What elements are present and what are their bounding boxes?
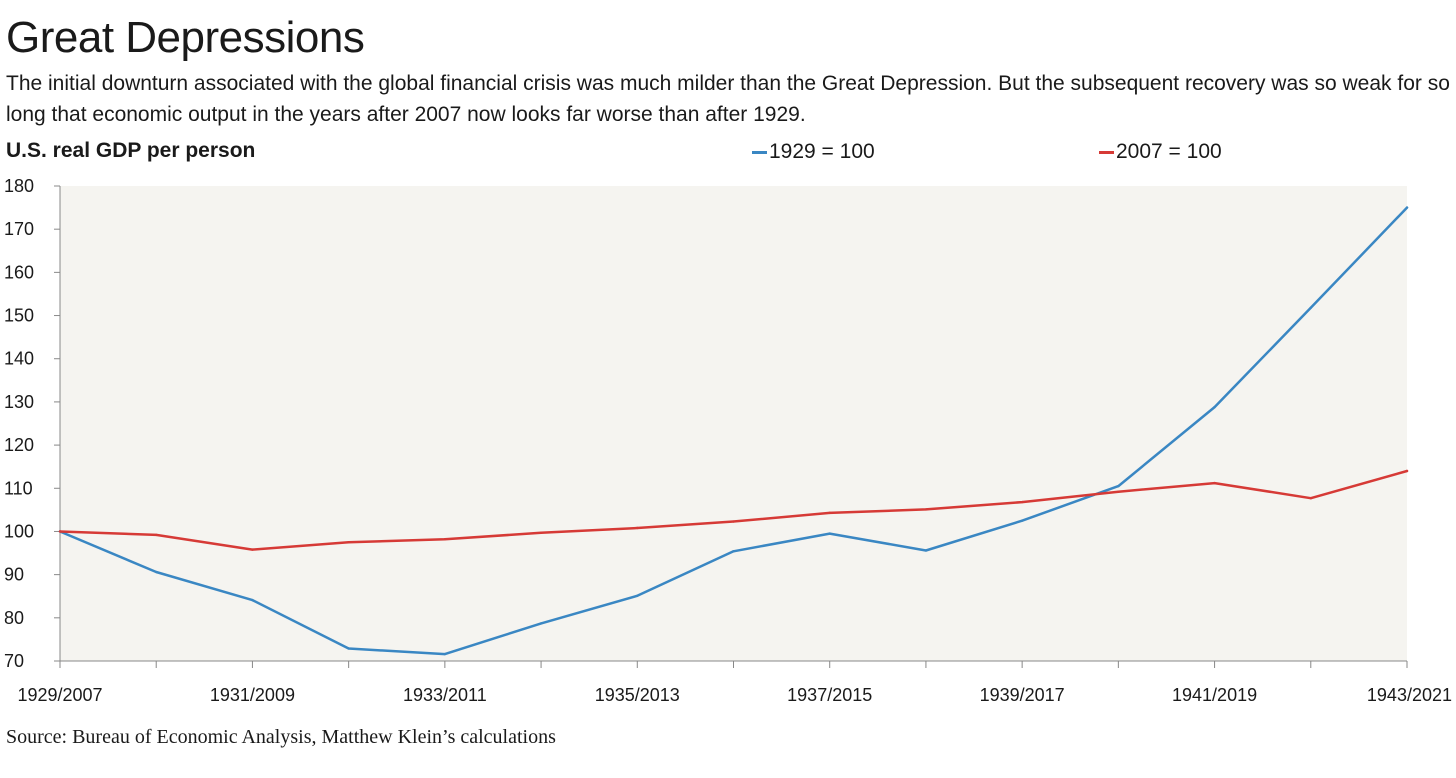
data-point-1929 <box>1213 405 1216 409</box>
series-layer <box>58 206 1409 656</box>
plot-background <box>60 186 1407 661</box>
data-point-2007 <box>1020 500 1024 504</box>
data-point-1929 <box>828 532 831 535</box>
data-point-2007 <box>636 526 639 530</box>
y-tick-label: 90 <box>4 565 24 585</box>
data-point-2007 <box>1213 481 1216 485</box>
x-tick-label: 1931/2009 <box>210 685 295 705</box>
y-tick-label: 110 <box>4 478 33 498</box>
x-tick-label: 1935/2013 <box>595 685 680 705</box>
data-point-2007 <box>828 511 831 515</box>
x-tick-label: 1933/2011 <box>403 685 487 705</box>
data-point-2007 <box>443 538 447 541</box>
chart-title: Great Depressions <box>6 13 365 62</box>
data-point-1929 <box>347 647 350 650</box>
y-tick-label: 80 <box>4 608 24 628</box>
data-point-1929 <box>1117 484 1120 488</box>
y-tick-label: 150 <box>4 306 34 326</box>
y-tick-label: 70 <box>4 651 24 671</box>
data-point-1929 <box>732 550 735 553</box>
data-point-1929 <box>636 594 639 597</box>
y-axis-label: U.S. real GDP per person <box>6 139 256 162</box>
legend-swatch-2007 <box>1099 150 1114 154</box>
data-point-2007 <box>1117 490 1120 493</box>
legend-label-2007: 2007 = 100 <box>1116 140 1222 163</box>
y-tick-label: 120 <box>4 435 34 455</box>
legend-swatch-1929 <box>752 150 767 154</box>
y-axis: 70 80 90 100 110 120 130 140 150 160 170 180 <box>4 176 61 671</box>
data-point-2007 <box>539 531 543 534</box>
data-point-1929 <box>155 570 158 574</box>
x-tick-label: 1943/2021 <box>1367 685 1452 705</box>
data-point-1929 <box>924 549 928 552</box>
data-point-2007 <box>732 520 735 523</box>
legend-item-2007: 2007 = 100 <box>1099 138 1222 166</box>
source-note: Source: Bureau of Economic Analysis, Mat… <box>6 726 556 748</box>
data-point-1929 <box>539 622 543 625</box>
data-point-2007 <box>58 530 62 533</box>
y-tick-label: 180 <box>4 176 34 196</box>
chart-subtitle: The initial downturn associated with the… <box>6 72 1450 126</box>
data-point-1929 <box>443 652 447 656</box>
data-point-1929 <box>251 598 254 602</box>
data-point-2007 <box>347 541 350 544</box>
data-point-2007 <box>155 533 158 537</box>
y-tick-label: 140 <box>4 349 34 369</box>
data-point-1929 <box>1020 519 1024 522</box>
y-tick-label: 130 <box>4 392 34 412</box>
data-point-1929 <box>1309 306 1312 309</box>
x-axis: 1929/2007 1931/2009 1933/2011 1935/2013 1937… <box>17 660 1452 705</box>
y-tick-label: 100 <box>4 521 34 541</box>
x-tick-label: 1941/2019 <box>1172 685 1257 705</box>
x-tick-label: 1929/2007 <box>17 685 102 705</box>
x-tick-label: 1937/2015 <box>787 685 872 705</box>
legend-label-1929: 1929 = 100 <box>769 140 875 163</box>
y-tick-label: 160 <box>4 262 34 282</box>
data-point-1929 <box>1405 206 1409 209</box>
data-point-2007 <box>924 508 928 511</box>
legend-item-1929: 1929 = 100 <box>752 138 875 166</box>
x-tick-label: 1939/2017 <box>980 685 1065 705</box>
data-point-2007 <box>1405 469 1409 473</box>
data-point-2007 <box>1309 497 1312 500</box>
y-tick-label: 170 <box>4 219 34 239</box>
data-point-2007 <box>251 548 254 551</box>
